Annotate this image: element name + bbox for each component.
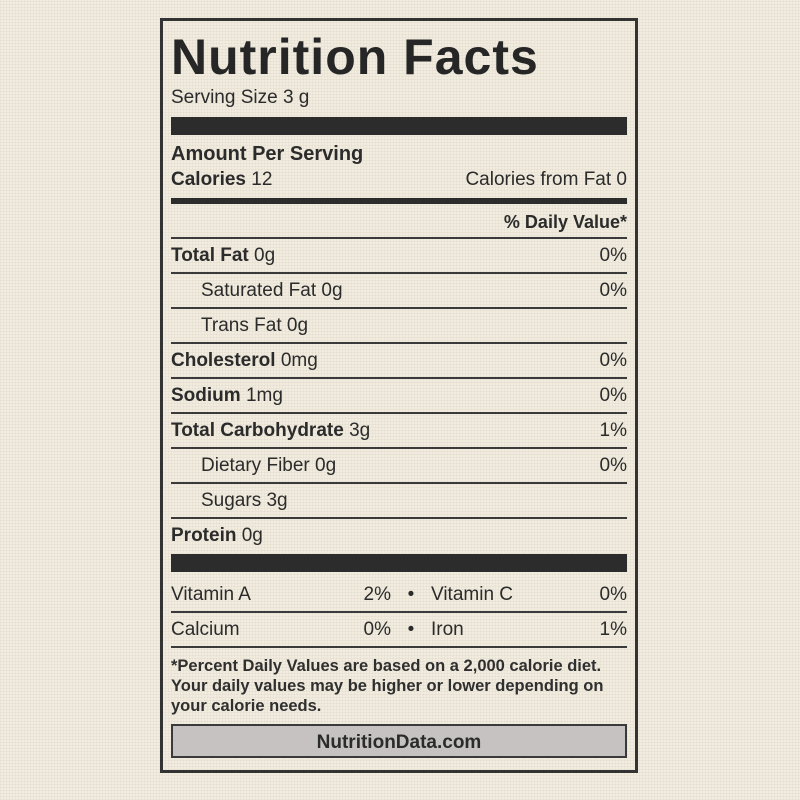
calories-row: Calories 12 Calories from Fat 0	[171, 167, 627, 195]
vitamin-name: Iron	[431, 619, 464, 640]
nutrient-dv: 0%	[599, 245, 627, 266]
nutrient-name: Saturated Fat	[201, 280, 317, 301]
label-title: Nutrition Facts	[171, 29, 539, 85]
nutrient-name: Total Fat	[171, 245, 249, 266]
nutrient-amount: 0g	[321, 280, 343, 301]
nutrient-name: Cholesterol	[171, 350, 276, 371]
nutrient-row-total-carbohydrate: Total Carbohydrate 3g 1%	[171, 414, 627, 449]
nutrient-amount: 3g	[349, 420, 371, 441]
calories-value: 12	[251, 169, 273, 190]
daily-value-heading: % Daily Value*	[171, 207, 627, 239]
nutrient-row-sodium: Sodium 1mg 0%	[171, 379, 627, 414]
bullet-separator: •	[407, 619, 415, 640]
medium-divider	[171, 198, 627, 204]
nutrient-row-cholesterol: Cholesterol 0mg 0%	[171, 344, 627, 379]
thick-divider	[171, 554, 627, 572]
vitamin-name: Vitamin A	[171, 584, 251, 605]
source-banner: NutritionData.com	[171, 724, 627, 758]
nutrient-dv: 0%	[599, 455, 627, 476]
nutrient-name: Total Carbohydrate	[171, 420, 344, 441]
nutrient-amount: 3g	[266, 490, 288, 511]
bullet-separator: •	[407, 584, 415, 605]
vitamin-dv: 0%	[363, 619, 391, 640]
nutrient-row-protein: Protein 0g	[171, 519, 627, 554]
nutrient-amount: 0g	[254, 245, 276, 266]
nutrient-row-saturated-fat: Saturated Fat 0g 0%	[171, 274, 627, 309]
vitamin-name: Calcium	[171, 619, 240, 640]
nutrient-amount: 0mg	[280, 350, 318, 371]
nutrient-dv: 1%	[599, 420, 627, 441]
amount-per-serving: Amount Per Serving	[171, 143, 364, 165]
thick-divider	[171, 117, 627, 135]
serving-size: Serving Size 3 g	[171, 87, 310, 108]
vitamin-dv: 2%	[363, 584, 391, 605]
nutrient-dv: 0%	[599, 385, 627, 406]
nutrient-row-total-fat: Total Fat 0g 0%	[171, 239, 627, 274]
vitamin-name: Vitamin C	[431, 584, 514, 605]
calories-label: Calories	[171, 169, 246, 190]
calories: Calories 12	[171, 167, 272, 193]
vitamin-dv: 1%	[599, 619, 627, 640]
vitamin-dv: 0%	[599, 584, 627, 605]
nutrient-name: Dietary Fiber	[201, 455, 310, 476]
nutrient-amount: 1mg	[245, 385, 283, 406]
calories-from-fat: Calories from Fat 0	[465, 169, 627, 190]
nutrient-row-trans-fat: Trans Fat 0g	[171, 309, 627, 344]
nutrient-dv: 0%	[599, 280, 627, 301]
nutrient-amount: 0g	[241, 525, 263, 546]
nutrient-amount: 0g	[286, 315, 309, 336]
footnote: *Percent Daily Values are based on a 2,0…	[171, 657, 604, 715]
nutrient-dv: 0%	[599, 350, 627, 371]
nutrient-row-sugars: Sugars 3g	[171, 484, 627, 519]
nutrient-name: Protein	[171, 525, 237, 546]
vitamin-row: Calcium 0% • Iron 1%	[171, 613, 627, 648]
nutrient-row-dietary-fiber: Dietary Fiber 0g 0%	[171, 449, 627, 484]
nutrient-name: Sodium	[171, 385, 241, 406]
nutrient-name: Sugars	[201, 490, 262, 511]
nutrient-name: Trans Fat	[201, 315, 282, 336]
nutrient-amount: 0g	[315, 455, 337, 476]
vitamin-row: Vitamin A 2% • Vitamin C 0%	[171, 578, 627, 613]
nutrition-label: Nutrition Facts Serving Size 3 g Amount …	[160, 18, 638, 773]
